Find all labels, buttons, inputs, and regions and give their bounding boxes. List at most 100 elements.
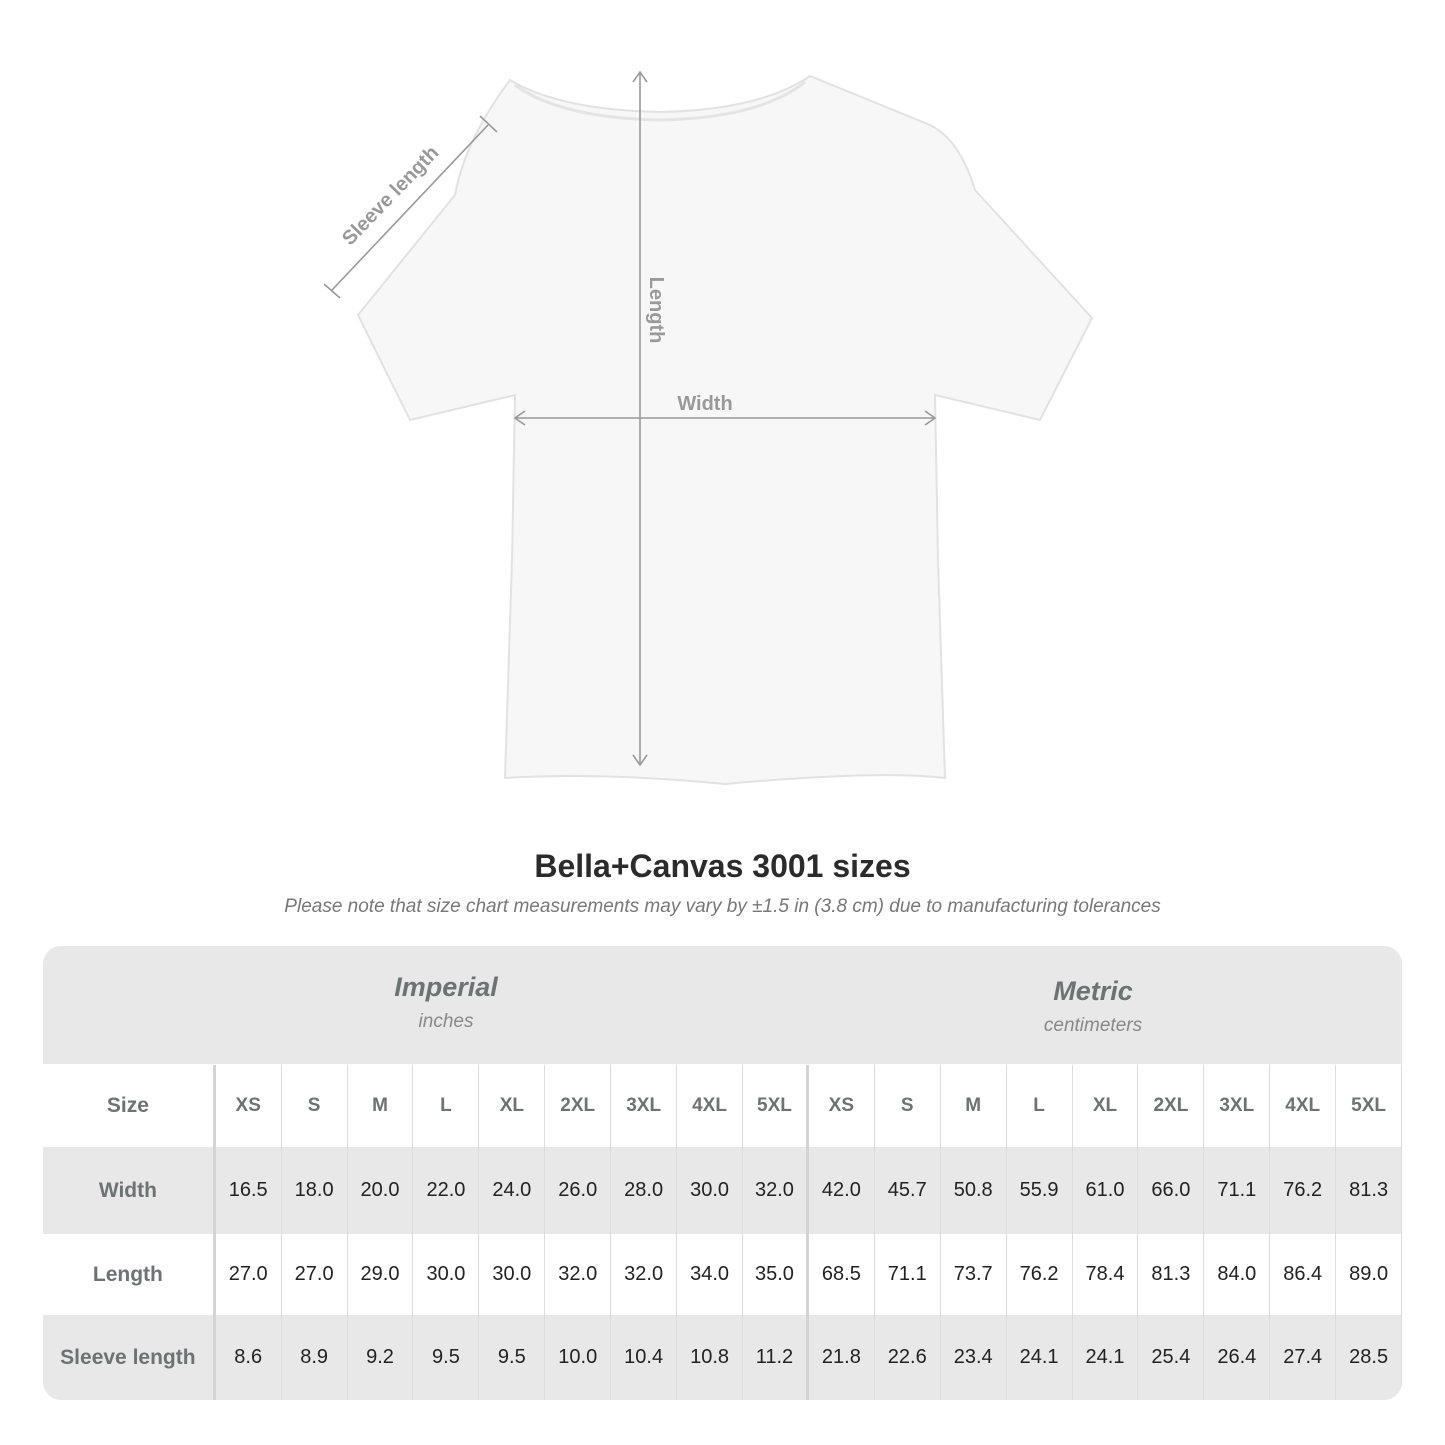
cell-metric-M: 50.8 <box>941 1147 1007 1234</box>
size-header-metric-XS: XS <box>809 1065 875 1147</box>
cell-metric-2XL: 66.0 <box>1138 1147 1205 1234</box>
cell-metric-XS: 68.5 <box>809 1234 875 1315</box>
arrowhead-icon <box>632 70 648 83</box>
size-header-imperial-3XL: 3XL <box>611 1065 678 1147</box>
cell-metric-M: 23.4 <box>941 1315 1007 1400</box>
cell-metric-2XL: 81.3 <box>1138 1234 1205 1315</box>
tshirt-image <box>356 74 1094 786</box>
size-header-metric-5XL: 5XL <box>1336 1065 1402 1147</box>
arrowhead-icon <box>513 410 526 426</box>
cell-metric-S: 45.7 <box>875 1147 941 1234</box>
table-row: Sleeve length 8.6 8.9 9.2 9.5 9.5 10.0 10.4 10.8… <box>43 1315 1402 1400</box>
cell-imperial-XL: 9.5 <box>479 1315 546 1400</box>
size-header-metric-2XL: 2XL <box>1138 1065 1205 1147</box>
cell-imperial-S: 27.0 <box>282 1234 348 1315</box>
sleeve-measure-tick <box>323 283 341 299</box>
cell-imperial-M: 20.0 <box>348 1147 414 1234</box>
cell-imperial-XL: 30.0 <box>479 1234 546 1315</box>
metric-header: Metric centimeters <box>863 976 1323 1037</box>
size-header-imperial-4XL: 4XL <box>677 1065 743 1147</box>
row-label: Sleeve length <box>43 1315 216 1400</box>
cell-metric-3XL: 71.1 <box>1204 1147 1271 1234</box>
cell-metric-XS: 21.8 <box>809 1315 875 1400</box>
cell-metric-4XL: 76.2 <box>1270 1147 1337 1234</box>
unit-header-band <box>43 946 1402 1064</box>
cell-imperial-S: 8.9 <box>282 1315 348 1400</box>
table-row: Length 27.0 27.0 29.0 30.0 30.0 32.0 32.0 34.0 35… <box>43 1234 1402 1315</box>
cell-imperial-4XL: 34.0 <box>677 1234 743 1315</box>
cell-metric-4XL: 27.4 <box>1270 1315 1337 1400</box>
cell-imperial-M: 29.0 <box>348 1234 414 1315</box>
cell-metric-M: 73.7 <box>941 1234 1007 1315</box>
cell-imperial-4XL: 10.8 <box>677 1315 743 1400</box>
size-header-imperial-S: S <box>282 1065 348 1147</box>
cell-metric-L: 76.2 <box>1007 1234 1073 1315</box>
cell-imperial-XS: 27.0 <box>216 1234 282 1315</box>
chart-subtitle: Please note that size chart measurements… <box>284 896 1161 917</box>
cell-imperial-4XL: 30.0 <box>677 1147 743 1234</box>
cell-imperial-5XL: 35.0 <box>743 1234 809 1315</box>
imperial-unit: inches <box>418 1011 474 1032</box>
size-header-metric-3XL: 3XL <box>1204 1065 1271 1147</box>
size-header-imperial-5XL: 5XL <box>743 1065 809 1147</box>
size-header-metric-XL: XL <box>1073 1065 1139 1147</box>
cell-imperial-L: 30.0 <box>413 1234 480 1315</box>
cell-metric-S: 22.6 <box>875 1315 941 1400</box>
size-header-imperial-L: L <box>413 1065 480 1147</box>
cell-metric-5XL: 81.3 <box>1336 1147 1402 1234</box>
size-header-imperial-2XL: 2XL <box>545 1065 612 1147</box>
cell-imperial-XS: 16.5 <box>216 1147 282 1234</box>
width-label: Width <box>677 393 732 415</box>
imperial-header: Imperial inches <box>216 972 676 1033</box>
cell-imperial-M: 9.2 <box>348 1315 414 1400</box>
size-header-imperial-XL: XL <box>479 1065 546 1147</box>
cell-metric-5XL: 28.5 <box>1336 1315 1402 1400</box>
imperial-title: Imperial <box>394 972 498 1002</box>
cell-imperial-2XL: 26.0 <box>545 1147 612 1234</box>
size-header-metric-S: S <box>875 1065 941 1147</box>
row-label-size: Size <box>43 1065 216 1147</box>
size-header-metric-M: M <box>941 1065 1007 1147</box>
row-label: Width <box>43 1147 216 1234</box>
size-header-row: Size XS S M L XL 2XL 3XL 4XL 5XL XS S M L XL 2XL 3XL 4XL 5… <box>43 1065 1402 1147</box>
cell-metric-4XL: 86.4 <box>1270 1234 1337 1315</box>
cell-imperial-3XL: 10.4 <box>611 1315 678 1400</box>
size-header-metric-4XL: 4XL <box>1270 1065 1337 1147</box>
cell-metric-XL: 24.1 <box>1073 1315 1139 1400</box>
size-table: Imperial inches Metric centimeters Size X… <box>43 946 1402 1400</box>
cell-imperial-3XL: 32.0 <box>611 1234 678 1315</box>
metric-title: Metric <box>1053 976 1133 1006</box>
cell-metric-XS: 42.0 <box>809 1147 875 1234</box>
metric-unit: centimeters <box>1043 1015 1143 1036</box>
measurement-lines <box>323 70 937 767</box>
cell-imperial-S: 18.0 <box>282 1147 348 1234</box>
cell-metric-3XL: 26.4 <box>1204 1315 1271 1400</box>
chart-title: Bella+Canvas 3001 sizes <box>534 848 911 884</box>
cell-imperial-2XL: 32.0 <box>545 1234 612 1315</box>
cell-metric-XL: 78.4 <box>1073 1234 1139 1315</box>
tshirt-diagram: Sleeve length Length Width <box>323 70 1094 786</box>
cell-imperial-5XL: 32.0 <box>743 1147 809 1234</box>
cell-metric-2XL: 25.4 <box>1138 1315 1205 1400</box>
cell-imperial-3XL: 28.0 <box>611 1147 678 1234</box>
cell-metric-XL: 61.0 <box>1073 1147 1139 1234</box>
sleeve-measure-line <box>331 124 489 291</box>
arrowhead-icon <box>924 410 937 426</box>
length-label: Length <box>645 277 667 344</box>
size-header-metric-L: L <box>1007 1065 1073 1147</box>
cell-metric-L: 24.1 <box>1007 1315 1073 1400</box>
arrowhead-icon <box>632 754 648 767</box>
cell-metric-S: 71.1 <box>875 1234 941 1315</box>
cell-imperial-XS: 8.6 <box>216 1315 282 1400</box>
row-label: Length <box>43 1234 216 1315</box>
size-header-imperial-M: M <box>348 1065 414 1147</box>
table-row: Width 16.5 18.0 20.0 22.0 24.0 26.0 28.0 30.0 32.… <box>43 1147 1402 1234</box>
cell-imperial-L: 9.5 <box>413 1315 480 1400</box>
cell-metric-L: 55.9 <box>1007 1147 1073 1234</box>
cell-metric-3XL: 84.0 <box>1204 1234 1271 1315</box>
collar-line <box>514 80 806 122</box>
cell-imperial-2XL: 10.0 <box>545 1315 612 1400</box>
cell-imperial-XL: 24.0 <box>479 1147 546 1234</box>
cell-imperial-L: 22.0 <box>413 1147 480 1234</box>
cell-imperial-5XL: 11.2 <box>743 1315 809 1400</box>
